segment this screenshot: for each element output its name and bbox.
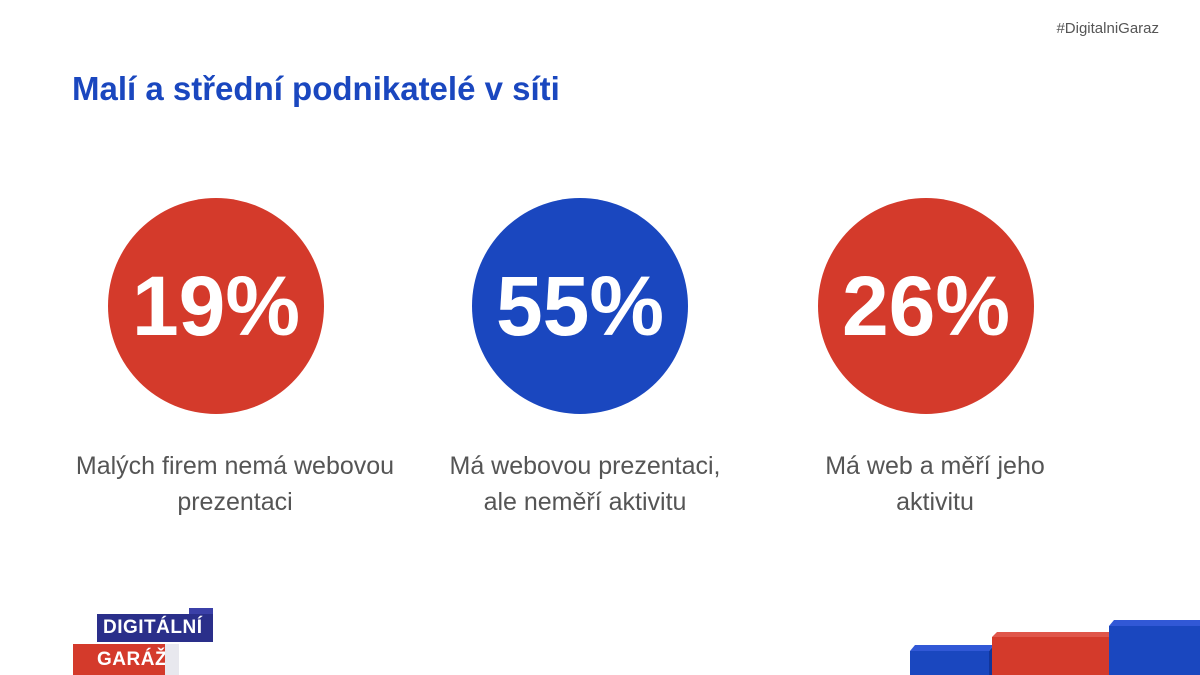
stat-label-3: Má web a měří jeho aktivitu: [825, 452, 1045, 516]
block-blue-left-top: [910, 645, 994, 651]
logo-bottom-side: [165, 644, 179, 675]
hashtag: #DigitalniGaraz: [1056, 20, 1159, 37]
logo-line-2: GARÁŽ: [73, 644, 167, 675]
stat-value-3: 26%: [841, 258, 1011, 353]
block-blue-right: [1109, 626, 1200, 675]
stat-circle-2: 55%: [472, 198, 688, 414]
stat-value-2: 55%: [495, 258, 665, 353]
stat-label-1: Malých firem nemá webovou prezentaci: [75, 452, 395, 516]
stat-value-1: 19%: [131, 258, 301, 353]
stat-label-2: Má webovou prezentaci, ale neměří aktivi…: [449, 452, 721, 516]
page-title: Malí a střední podnikatelé v síti: [72, 70, 560, 107]
block-red-top: [992, 632, 1116, 637]
stat-circle-1: 19%: [108, 198, 324, 414]
logo-line-1: DIGITÁLNÍ: [97, 614, 213, 642]
block-blue-left: [910, 651, 989, 675]
decorative-blocks: [910, 620, 1200, 675]
stat-circle-3: 26%: [818, 198, 1034, 414]
digitalni-garaz-logo: DIGITÁLNÍ GARÁŽ: [73, 608, 213, 675]
block-blue-right-top: [1109, 620, 1200, 626]
logo-top-side: [189, 608, 213, 616]
block-red: [992, 637, 1111, 675]
